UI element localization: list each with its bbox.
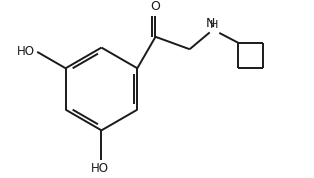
Text: O: O: [150, 0, 160, 13]
Text: HO: HO: [17, 45, 35, 58]
Text: HO: HO: [90, 162, 108, 175]
Text: H: H: [210, 20, 219, 30]
Text: N: N: [206, 17, 215, 30]
